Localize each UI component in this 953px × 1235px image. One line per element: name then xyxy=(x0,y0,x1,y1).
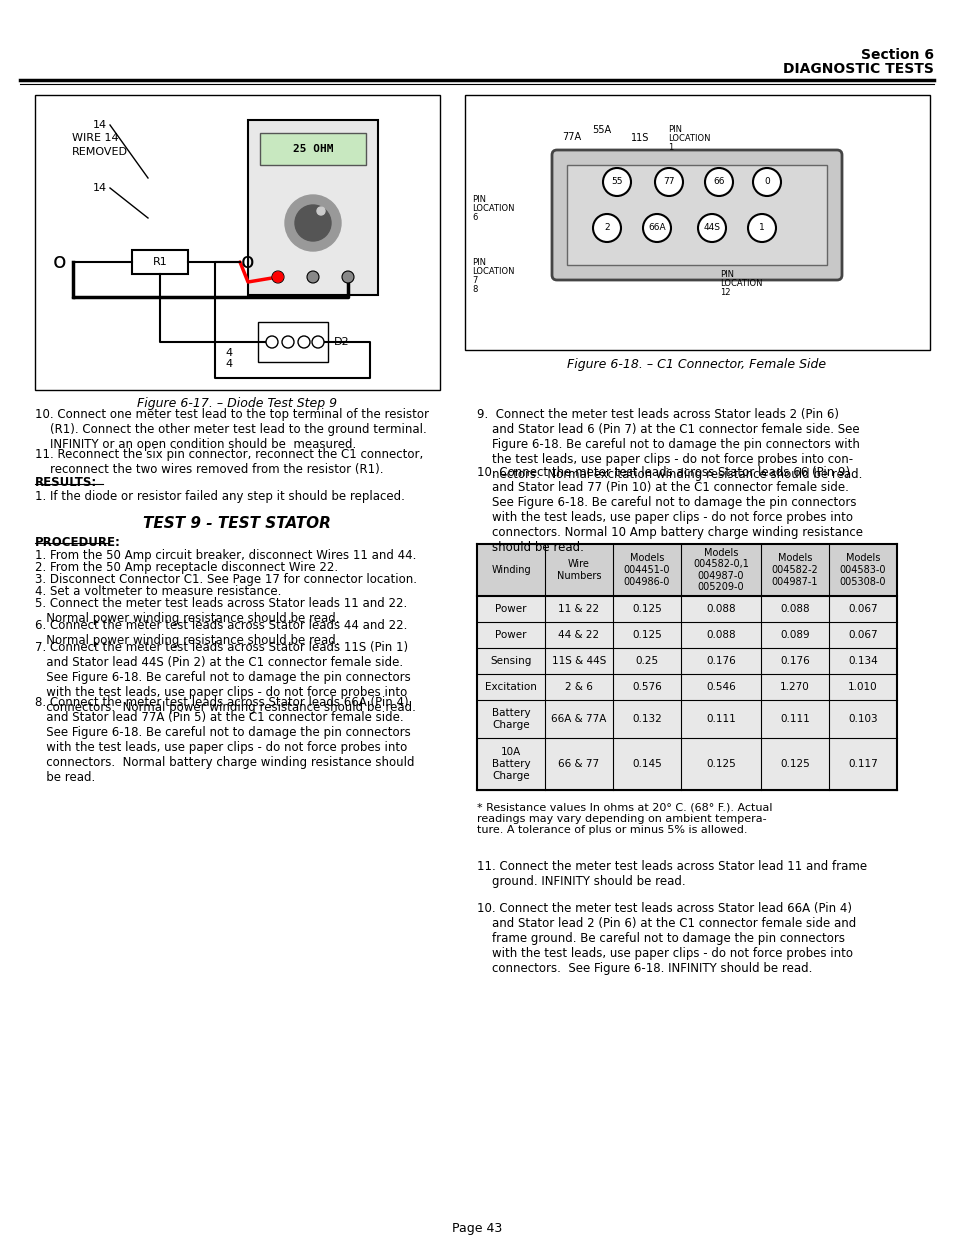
Text: 11S & 44S: 11S & 44S xyxy=(551,656,605,666)
Circle shape xyxy=(273,272,283,282)
Text: 0.132: 0.132 xyxy=(632,714,661,724)
Bar xyxy=(132,249,188,274)
Text: 4. Set a voltmeter to measure resistance.: 4. Set a voltmeter to measure resistance… xyxy=(35,585,281,598)
Text: 6. Connect the meter test leads across Stator leads 44 and 22.
   Normal power w: 6. Connect the meter test leads across S… xyxy=(35,619,407,647)
Text: Page 43: Page 43 xyxy=(452,1221,501,1235)
Text: PIN: PIN xyxy=(472,258,485,267)
Bar xyxy=(476,622,896,648)
Text: Section 6: Section 6 xyxy=(861,48,933,62)
Text: 44S: 44S xyxy=(702,224,720,232)
Bar xyxy=(476,739,896,790)
Text: Models
004583-0
005308-0: Models 004583-0 005308-0 xyxy=(839,553,885,587)
Text: 0.088: 0.088 xyxy=(705,630,735,640)
Text: 4: 4 xyxy=(225,359,232,369)
Circle shape xyxy=(593,214,620,242)
Text: 0.125: 0.125 xyxy=(780,760,809,769)
Text: 1.270: 1.270 xyxy=(780,682,809,692)
Text: Winding: Winding xyxy=(491,564,530,576)
Circle shape xyxy=(316,207,325,215)
Text: TEST 9 - TEST STATOR: TEST 9 - TEST STATOR xyxy=(143,516,331,531)
Text: 0.089: 0.089 xyxy=(780,630,809,640)
Text: Excitation: Excitation xyxy=(484,682,537,692)
Circle shape xyxy=(602,168,630,196)
Circle shape xyxy=(297,336,310,348)
Text: o: o xyxy=(241,252,254,272)
Circle shape xyxy=(294,205,331,241)
Text: 7: 7 xyxy=(472,275,476,285)
Text: 0.134: 0.134 xyxy=(847,656,877,666)
Text: 11S: 11S xyxy=(630,133,648,143)
Text: Models
004582-2
004987-1: Models 004582-2 004987-1 xyxy=(771,553,818,587)
Text: 1. If the diode or resistor failed any step it should be replaced.: 1. If the diode or resistor failed any s… xyxy=(35,490,404,503)
Circle shape xyxy=(642,214,670,242)
Text: REMOVED: REMOVED xyxy=(71,147,128,157)
Text: 0.25: 0.25 xyxy=(635,656,658,666)
Text: 66A: 66A xyxy=(647,224,665,232)
Bar xyxy=(257,322,328,362)
Text: 0: 0 xyxy=(763,178,769,186)
Text: 0.176: 0.176 xyxy=(705,656,735,666)
Circle shape xyxy=(655,168,682,196)
Circle shape xyxy=(282,336,294,348)
Bar xyxy=(476,543,896,597)
Text: 3. Disconnect Connector C1. See Page 17 for connector location.: 3. Disconnect Connector C1. See Page 17 … xyxy=(35,573,416,585)
Text: PROCEDURE:: PROCEDURE: xyxy=(35,536,121,550)
Text: 0.067: 0.067 xyxy=(847,604,877,614)
Circle shape xyxy=(307,270,318,283)
Bar xyxy=(260,133,366,165)
Text: 6: 6 xyxy=(472,212,476,222)
Text: LOCATION: LOCATION xyxy=(667,135,710,143)
Circle shape xyxy=(752,168,781,196)
Text: PIN: PIN xyxy=(472,195,485,204)
Text: o: o xyxy=(53,252,67,272)
Text: Battery
Charge: Battery Charge xyxy=(491,708,530,730)
Text: WIRE 14: WIRE 14 xyxy=(71,133,118,143)
Text: 0.067: 0.067 xyxy=(847,630,877,640)
Text: PIN: PIN xyxy=(720,270,733,279)
Text: 66A & 77A: 66A & 77A xyxy=(551,714,606,724)
Text: 10. Connect the meter test leads across Stator lead 66A (Pin 4)
    and Stator l: 10. Connect the meter test leads across … xyxy=(476,902,856,974)
Text: 0.117: 0.117 xyxy=(847,760,877,769)
Text: Figure 6-17. – Diode Test Step 9: Figure 6-17. – Diode Test Step 9 xyxy=(137,396,336,410)
Text: Models
004451-0
004986-0: Models 004451-0 004986-0 xyxy=(623,553,670,587)
Text: PIN: PIN xyxy=(667,125,681,135)
Text: LOCATION: LOCATION xyxy=(472,267,514,275)
Bar xyxy=(476,597,896,622)
Text: 0.546: 0.546 xyxy=(705,682,735,692)
Text: 1. From the 50 Amp circuit breaker, disconnect Wires 11 and 44.: 1. From the 50 Amp circuit breaker, disc… xyxy=(35,550,416,562)
Text: 25 OHM: 25 OHM xyxy=(293,144,333,154)
Text: * Resistance values In ohms at 20° C. (68° F.). Actual
readings may vary dependi: * Resistance values In ohms at 20° C. (6… xyxy=(476,802,772,835)
Text: 0.145: 0.145 xyxy=(632,760,661,769)
Text: DIAGNOSTIC TESTS: DIAGNOSTIC TESTS xyxy=(782,62,933,77)
Text: 0.176: 0.176 xyxy=(780,656,809,666)
Circle shape xyxy=(704,168,732,196)
Text: 11 & 22: 11 & 22 xyxy=(558,604,598,614)
Text: 66 & 77: 66 & 77 xyxy=(558,760,598,769)
Bar xyxy=(566,165,826,266)
Text: 2: 2 xyxy=(603,224,609,232)
Bar xyxy=(476,700,896,739)
Circle shape xyxy=(698,214,725,242)
Text: D2: D2 xyxy=(334,337,349,347)
Circle shape xyxy=(341,270,354,283)
Text: R1: R1 xyxy=(152,257,167,267)
Text: 12: 12 xyxy=(720,288,730,296)
Text: 2 & 6: 2 & 6 xyxy=(564,682,593,692)
Text: 0.576: 0.576 xyxy=(632,682,661,692)
FancyBboxPatch shape xyxy=(552,149,841,280)
Text: 44 & 22: 44 & 22 xyxy=(558,630,598,640)
Text: 0.111: 0.111 xyxy=(705,714,735,724)
Text: 7. Connect the meter test leads across Stator leads 11S (Pin 1)
   and Stator le: 7. Connect the meter test leads across S… xyxy=(35,641,416,714)
Text: LOCATION: LOCATION xyxy=(720,279,761,288)
Text: 55: 55 xyxy=(611,178,622,186)
Bar xyxy=(248,120,377,295)
Text: 1: 1 xyxy=(667,143,673,152)
Bar xyxy=(464,95,929,350)
Text: RESULTS:: RESULTS: xyxy=(35,475,97,489)
Text: 77A: 77A xyxy=(562,132,581,142)
Text: 9.  Connect the meter test leads across Stator leads 2 (Pin 6)
    and Stator le: 9. Connect the meter test leads across S… xyxy=(476,408,862,480)
Text: 11. Connect the meter test leads across Stator lead 11 and frame
    ground. INF: 11. Connect the meter test leads across … xyxy=(476,860,866,888)
Circle shape xyxy=(266,336,277,348)
Text: 0.111: 0.111 xyxy=(780,714,809,724)
Text: 0.103: 0.103 xyxy=(847,714,877,724)
